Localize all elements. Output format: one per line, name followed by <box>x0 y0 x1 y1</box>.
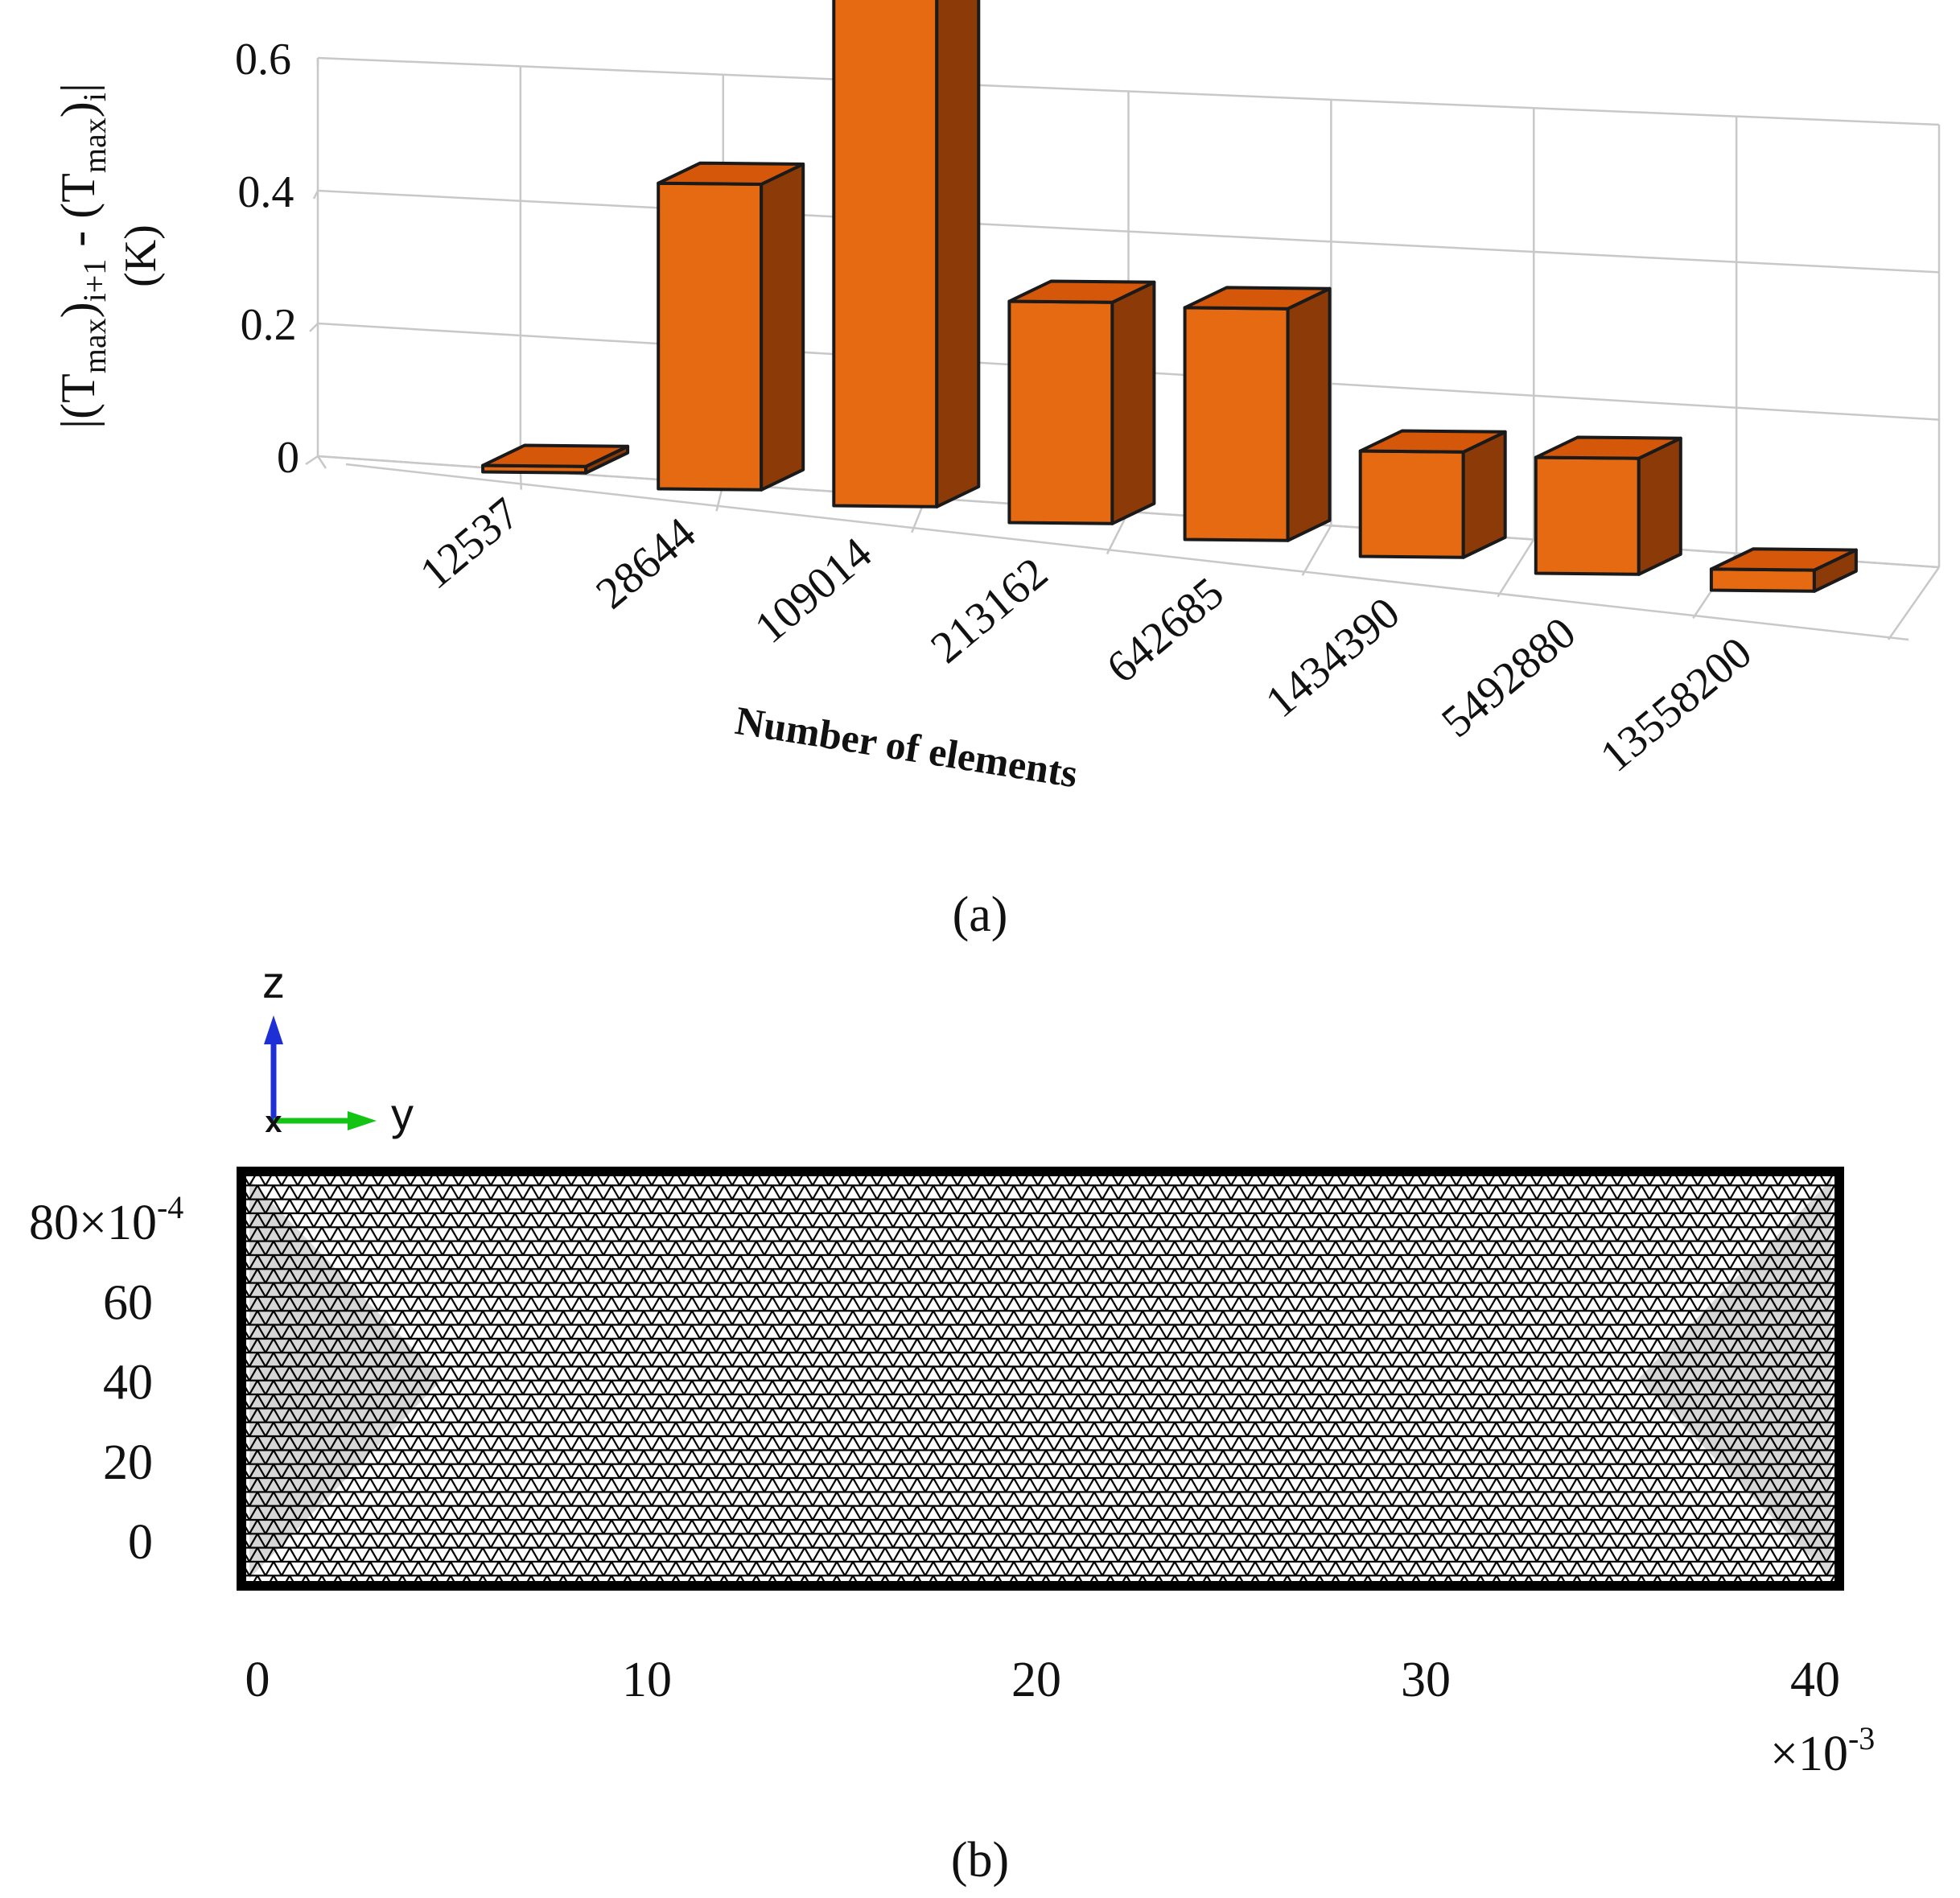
bar-front-face <box>1007 299 1114 525</box>
x-axis-title: Number of elements <box>732 698 1081 797</box>
z-axis-label: z <box>262 957 285 1007</box>
y-tick-label: 0 <box>277 433 299 483</box>
y-axis-title-main: |(Tmax)i+1 - (Tmax)i| <box>51 83 113 429</box>
bar-13558200 <box>1709 547 1858 593</box>
panel-label-b: (b) <box>951 1833 1009 1888</box>
bar-top-face <box>1709 547 1858 572</box>
mesh-y-tick: 20 <box>103 1435 153 1490</box>
x-tick-label: 642685 <box>1097 568 1233 693</box>
mesh-refinement-right <box>1638 1180 1831 1579</box>
mesh-x-tick: 30 <box>1401 1653 1451 1707</box>
mesh-x-exponent: ×10-3 <box>1770 1720 1875 1781</box>
floor-gridline <box>316 455 327 469</box>
bar-top-face <box>1534 435 1682 460</box>
panel-label-a: (a) <box>953 887 1008 942</box>
mesh-y-tick: 0 <box>128 1515 153 1570</box>
floor-gridline <box>1301 525 1332 576</box>
floor-gridline <box>1497 538 1535 598</box>
bar-12537 <box>481 443 630 475</box>
panel-a: 00.20.40.6 12537 28644 109014 213162 642685 1… <box>51 0 1941 942</box>
y-gridline-left <box>305 455 319 466</box>
x-tick-label: 213162 <box>921 548 1057 673</box>
bar-side-face <box>1286 286 1332 542</box>
mesh-x-tick: 10 <box>622 1653 672 1707</box>
x-axis-marker: x <box>265 1105 282 1139</box>
bar-front-face <box>1358 449 1465 559</box>
bar-side-face <box>1637 436 1682 576</box>
y-axis-title: |(Tmax)i+1 - (Tmax)i| (K) <box>51 83 166 429</box>
bar-side-face <box>935 0 981 508</box>
bar-front-face <box>657 181 764 492</box>
y-tick-label: 0.4 <box>237 167 294 217</box>
y-axis-unit: (K) <box>116 224 166 287</box>
y-tick-labels: 0 0.2 0.4 0.6 <box>235 35 299 483</box>
mesh-x-tick: 40 <box>1790 1653 1840 1707</box>
mesh-y-tick-labels: 60 40 20 0 <box>103 1275 153 1570</box>
bar-5492880 <box>1534 435 1682 576</box>
x-tick-label: 28644 <box>587 508 705 619</box>
mesh-y-tick: 60 <box>103 1275 153 1330</box>
bar-front-face <box>1534 455 1641 576</box>
y-tick-label: 0.6 <box>235 35 291 84</box>
x-tick-label: 13558200 <box>1591 628 1761 781</box>
bar-top-face <box>657 161 805 186</box>
x-tick-label: 12537 <box>411 488 529 599</box>
mesh-x-tick-labels: 0 10 20 30 40 <box>245 1653 1841 1707</box>
mesh-y-tick-top: 80×10-4 <box>29 1189 183 1250</box>
bar-213162 <box>1007 279 1156 525</box>
mesh-refinement-left <box>249 1180 443 1579</box>
mesh-plot <box>237 1167 1844 1591</box>
panel-b: x z y 80×10-4 60 40 20 0 0 10 20 30 40 ×10-3 (b… <box>29 957 1875 1888</box>
bar-front-face <box>1183 306 1290 542</box>
bar-28644 <box>657 161 805 492</box>
mesh-x-tick: 0 <box>245 1653 270 1707</box>
bar-109014 <box>832 0 981 508</box>
x-tick-label: 1434390 <box>1256 588 1409 727</box>
bar-side-face <box>760 163 805 492</box>
y-axis-label: y <box>391 1089 414 1139</box>
bar-642685 <box>1183 286 1332 542</box>
x-tick-label: 5492880 <box>1432 607 1585 747</box>
mesh-pattern <box>241 1171 1839 1586</box>
y-gridline-left <box>309 323 319 332</box>
floor-edge <box>345 463 1909 641</box>
floor-gridline <box>1887 566 1941 640</box>
axis-triad: x z y <box>262 957 414 1139</box>
bar-series <box>481 0 1858 593</box>
y-axis-arrowhead <box>348 1111 377 1130</box>
mesh-border <box>237 1167 1844 1591</box>
mesh-x-tick: 20 <box>1011 1653 1061 1707</box>
bar-front-face <box>832 0 939 508</box>
mesh-y-tick: 40 <box>103 1356 153 1410</box>
bar-top-face <box>481 443 630 468</box>
bar-1434390 <box>1358 429 1507 559</box>
bar-top-face <box>1007 279 1156 304</box>
z-axis-arrowhead <box>264 1015 283 1044</box>
bar-side-face <box>1110 280 1156 525</box>
x-tick-label: 109014 <box>746 528 882 653</box>
bar-top-face <box>1358 429 1507 454</box>
bar-top-face <box>1183 286 1332 311</box>
y-tick-label: 0.2 <box>241 300 297 350</box>
bar-front-face <box>1709 567 1816 593</box>
